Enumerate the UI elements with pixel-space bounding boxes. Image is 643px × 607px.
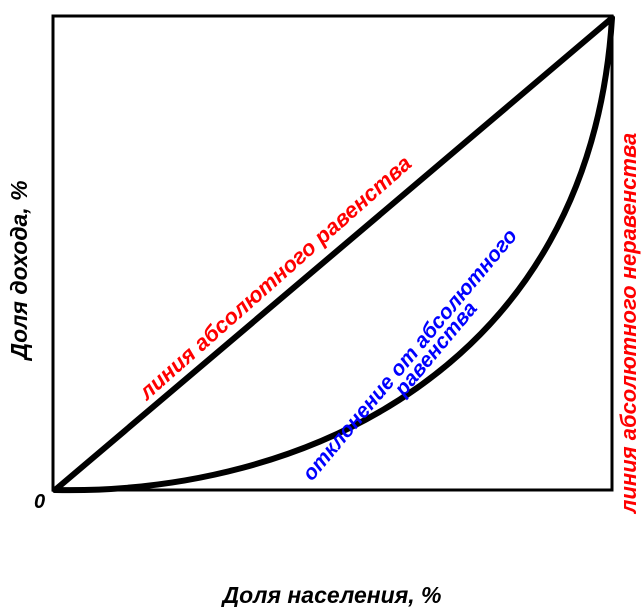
lorenz-curve — [52, 15, 615, 494]
inequality-line-label: линия абсолютного неравенства — [616, 133, 641, 514]
x-axis-label: Доля населения, % — [221, 582, 442, 607]
y-axis-label: Доля дохода, % — [6, 180, 32, 361]
equality-line-label: линия абсолютного равенства — [133, 150, 416, 405]
equality-diagonal-line — [52, 15, 615, 493]
diagram-frame — [51, 14, 614, 492]
deviation-label-line1: отклонение от абсолютного — [298, 224, 522, 485]
origin-label: 0 — [34, 491, 45, 513]
